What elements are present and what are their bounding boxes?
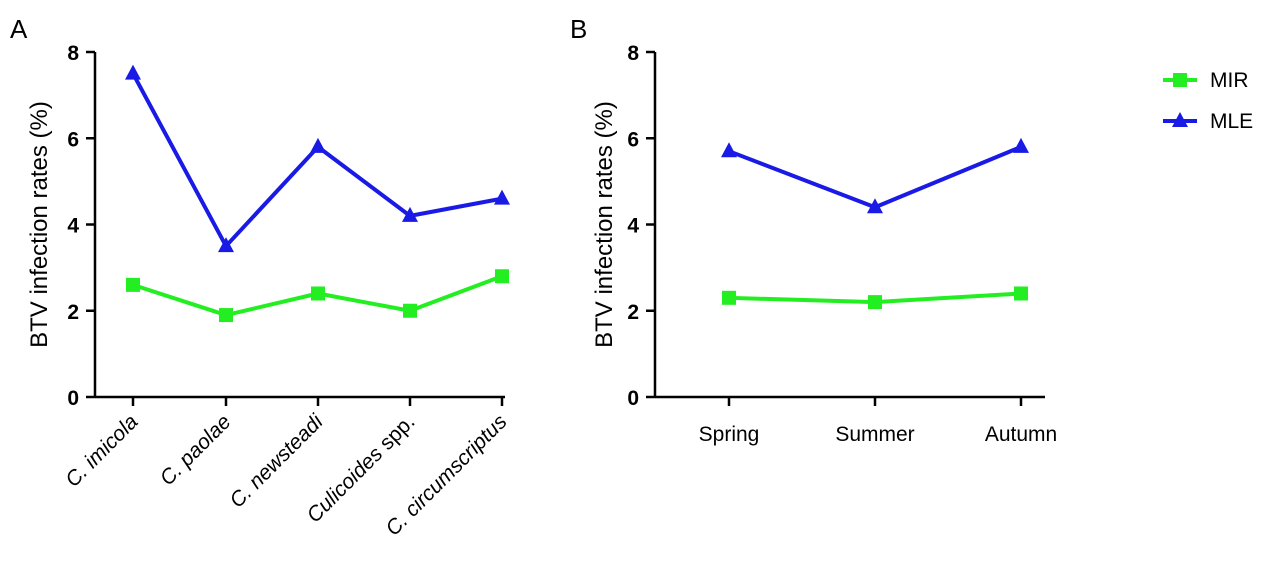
- panel-b-mir-point: [722, 290, 736, 305]
- panel-b-category-label: Summer: [835, 423, 914, 446]
- panel-b-y-axis-title: BTV infection rates (%): [591, 101, 618, 348]
- panel-b-mle-point: [1013, 137, 1029, 153]
- panel-a-mle-point: [218, 237, 234, 253]
- panel-a-category-label: C. paolae: [156, 410, 236, 490]
- panel-a-y-tick-label: 6: [67, 128, 79, 151]
- panel-a-y-axis-title: BTV infection rates (%): [26, 101, 53, 348]
- panel-a-letter: A: [10, 14, 28, 44]
- panel-a-y-tick-label: 0: [67, 387, 79, 410]
- panel-b-mle-point: [721, 142, 737, 158]
- panel-b-category-label: Spring: [699, 423, 760, 446]
- panel-b-mir-point: [1014, 286, 1028, 301]
- panel-b-mle-point: [867, 198, 883, 214]
- panel-b-y-tick-label: 8: [627, 42, 639, 65]
- panel-a-mir-point: [403, 303, 417, 318]
- legend-mle-label: MLE: [1210, 110, 1253, 133]
- panel-a-mir-point: [311, 286, 325, 301]
- panel-a-mir-point: [126, 277, 140, 292]
- panel-a-chart: A 0 2 4 6 8 BTV infection rates (%) C. imicola…: [10, 14, 512, 540]
- panel-a-mle-point: [402, 206, 418, 222]
- panel-a-mle-point: [310, 137, 326, 153]
- panel-a-y-tick-label: 8: [67, 42, 79, 65]
- panel-b-mle-line: [728, 145, 1022, 210]
- legend: MIR MLE: [1163, 69, 1253, 133]
- panel-a-mle-line: [131, 72, 503, 249]
- panel-a-mir-point: [495, 269, 509, 284]
- panel-b-mir-point: [868, 295, 882, 310]
- panel-b-chart: B 0 2 4 6 8 BTV infection rates (%) Spring Summ…: [570, 14, 1057, 446]
- panel-a-mle-point: [494, 189, 510, 205]
- panel-a-category-italic: C. imicola: [61, 410, 142, 491]
- panel-a-y-tick-label: 4: [67, 215, 79, 238]
- legend-mir-label: MIR: [1210, 69, 1249, 92]
- panel-a-mir-point: [219, 308, 233, 323]
- panel-a-category-italic: C. newsteadi: [225, 409, 328, 512]
- panel-b-y-tick-label: 2: [627, 301, 639, 324]
- panel-a-mle-point: [125, 64, 141, 80]
- panel-a-category-italic: C. paolae: [156, 410, 236, 490]
- legend-mir-marker: [1173, 73, 1187, 87]
- legend-mle-marker: [1172, 112, 1188, 127]
- panel-b-y-tick-label: 0: [627, 387, 639, 410]
- panel-a-category-label: C. imicola: [61, 410, 142, 491]
- panel-a-category-italic: Culicoides: [303, 442, 388, 527]
- panel-b-y-tick-label: 6: [627, 128, 639, 151]
- panel-b-y-tick-label: 4: [627, 215, 639, 238]
- panel-b-category-label: Autumn: [985, 423, 1057, 446]
- panel-a-y-tick-label: 2: [67, 301, 79, 324]
- panel-b-letter: B: [570, 14, 587, 44]
- panel-a-category-label: C. newsteadi: [225, 409, 328, 512]
